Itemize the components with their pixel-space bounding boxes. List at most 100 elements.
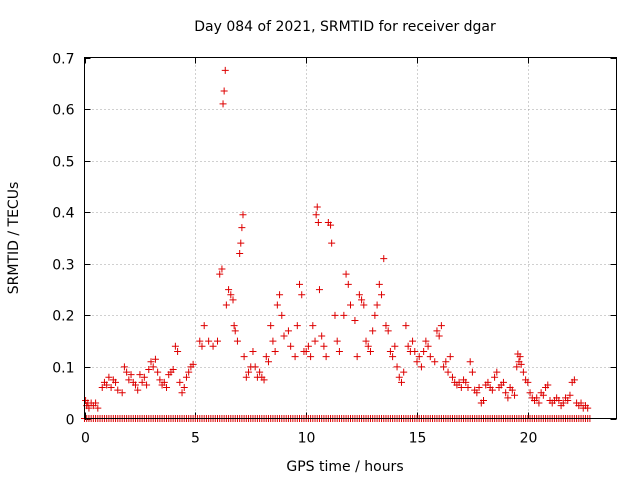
data-point (362, 337, 370, 345)
data-point (154, 368, 162, 376)
data-point (239, 211, 247, 219)
data-point (335, 347, 343, 355)
data-point (353, 353, 361, 361)
data-point (559, 399, 567, 407)
data-point (342, 270, 350, 278)
data-point (424, 342, 432, 350)
data-point (535, 399, 543, 407)
data-point (391, 342, 399, 350)
data-point (440, 363, 448, 371)
data-point (446, 353, 454, 361)
data-point (233, 337, 241, 345)
data-point (366, 347, 374, 355)
data-point (307, 353, 315, 361)
y-tick-label: 0.1 (52, 361, 74, 377)
data-point (256, 368, 264, 376)
data-point (526, 389, 534, 397)
data-point (216, 270, 224, 278)
data-point (169, 366, 177, 374)
data-point (584, 404, 592, 412)
data-point (328, 239, 336, 247)
data-point (395, 373, 403, 381)
data-point (107, 384, 115, 392)
data-point (236, 249, 244, 257)
data-point (397, 378, 405, 386)
data-point (200, 322, 208, 330)
data-point (355, 291, 363, 299)
data-point (271, 347, 279, 355)
data-point (276, 291, 284, 299)
data-point (134, 386, 142, 394)
data-point (502, 389, 510, 397)
data-point (511, 391, 519, 399)
data-point (475, 384, 483, 392)
data-point (378, 291, 386, 299)
data-point (347, 301, 354, 309)
data-point (320, 342, 328, 350)
data-point (375, 280, 383, 288)
data-point (457, 384, 465, 392)
data-point (577, 399, 585, 407)
data-point (269, 337, 277, 345)
data-point (533, 394, 541, 402)
x-tick-label: 10 (298, 431, 316, 447)
data-point (145, 366, 153, 374)
data-point (422, 337, 430, 345)
data-point (404, 342, 412, 350)
data-point (415, 353, 423, 361)
data-point (214, 337, 221, 345)
data-point (238, 224, 246, 232)
x-tick-label: 20 (520, 431, 538, 447)
data-point (125, 376, 133, 384)
data-point (112, 378, 120, 386)
data-point (262, 353, 270, 361)
data-point (382, 322, 390, 330)
data-point (493, 368, 501, 376)
data-point (138, 378, 146, 386)
y-tick-label: 0.3 (52, 258, 74, 274)
data-point (242, 373, 250, 381)
data-point (287, 342, 295, 350)
data-point (386, 347, 394, 355)
data-point (312, 211, 320, 219)
data-point (311, 337, 319, 345)
data-point (209, 342, 217, 350)
x-tick-label: 15 (409, 431, 427, 447)
data-point (182, 373, 190, 381)
data-point (570, 376, 578, 384)
data-point (98, 384, 106, 392)
data-point (229, 296, 237, 304)
data-point (393, 363, 401, 371)
data-point (455, 378, 463, 386)
data-point (230, 322, 238, 330)
data-point (237, 239, 245, 247)
data-point (278, 311, 286, 319)
data-point (340, 311, 348, 319)
data-point (524, 378, 532, 386)
data-point (220, 87, 228, 95)
data-point (327, 221, 335, 229)
data-point (227, 291, 235, 299)
data-point (163, 384, 171, 392)
data-point (351, 317, 359, 325)
data-point (466, 358, 474, 366)
y-tick-label: 0.5 (52, 155, 74, 171)
data-point (185, 368, 193, 376)
data-point (468, 368, 476, 376)
data-point (431, 358, 439, 366)
data-point (218, 265, 226, 273)
data-point (222, 301, 230, 309)
data-point (127, 371, 135, 379)
data-point (171, 342, 179, 350)
y-tick-labels: 0 0.1 0.2 0.3 0.4 0.5 0.6 0.7 (52, 52, 74, 429)
data-point (491, 373, 499, 381)
data-point (260, 376, 268, 384)
data-point (304, 342, 312, 350)
data-point (280, 332, 288, 340)
x-axis-label: GPS time / hours (286, 459, 403, 475)
chart-title: Day 084 of 2021, SRMTID for receiver dga… (194, 19, 496, 35)
data-point (435, 332, 443, 340)
data-point (302, 347, 310, 355)
data-point (140, 373, 148, 381)
data-point (373, 301, 381, 309)
